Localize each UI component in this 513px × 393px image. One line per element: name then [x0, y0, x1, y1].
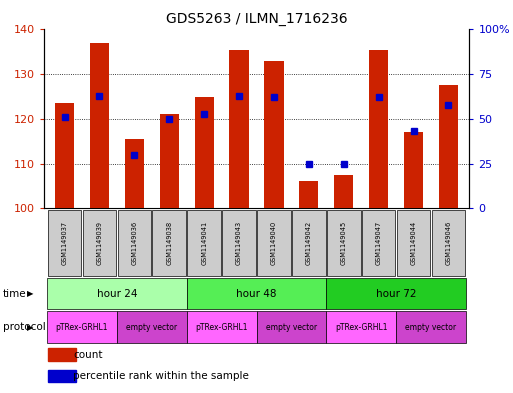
- Bar: [222, 210, 256, 276]
- Text: GSM1149040: GSM1149040: [271, 220, 277, 265]
- Text: protocol: protocol: [3, 322, 45, 332]
- Text: pTRex-GRHL1: pTRex-GRHL1: [56, 323, 108, 332]
- Bar: [48, 370, 76, 382]
- Bar: [47, 312, 117, 343]
- Text: GSM1149039: GSM1149039: [96, 221, 103, 264]
- Text: count: count: [73, 350, 103, 360]
- Bar: [48, 348, 76, 361]
- Text: hour 24: hour 24: [96, 289, 137, 299]
- Text: GSM1149036: GSM1149036: [131, 220, 137, 265]
- Bar: [90, 43, 109, 208]
- Bar: [187, 210, 221, 276]
- Bar: [48, 210, 81, 276]
- Text: GSM1149038: GSM1149038: [166, 220, 172, 265]
- Text: hour 72: hour 72: [376, 289, 417, 299]
- Text: pTRex-GRHL1: pTRex-GRHL1: [335, 323, 387, 332]
- Bar: [160, 114, 179, 208]
- Bar: [439, 85, 458, 208]
- Text: empty vector: empty vector: [405, 323, 457, 332]
- Bar: [326, 312, 396, 343]
- Bar: [299, 182, 319, 208]
- Bar: [256, 312, 326, 343]
- Text: ▶: ▶: [27, 289, 33, 298]
- Text: hour 48: hour 48: [236, 289, 277, 299]
- Bar: [362, 210, 396, 276]
- Bar: [55, 103, 74, 208]
- Text: GDS5263 / ILMN_1716236: GDS5263 / ILMN_1716236: [166, 12, 347, 26]
- Bar: [47, 278, 187, 309]
- Bar: [397, 210, 430, 276]
- Text: time: time: [3, 289, 26, 299]
- Bar: [326, 278, 466, 309]
- Text: ▶: ▶: [27, 323, 33, 332]
- Bar: [396, 312, 466, 343]
- Bar: [369, 50, 388, 208]
- Text: GSM1149045: GSM1149045: [341, 220, 347, 265]
- Text: percentile rank within the sample: percentile rank within the sample: [73, 371, 249, 381]
- Text: GSM1149047: GSM1149047: [376, 220, 382, 265]
- Bar: [187, 278, 326, 309]
- Text: empty vector: empty vector: [126, 323, 177, 332]
- Text: GSM1149046: GSM1149046: [445, 220, 451, 265]
- Text: GSM1149042: GSM1149042: [306, 220, 312, 265]
- Bar: [257, 210, 291, 276]
- Bar: [83, 210, 116, 276]
- Text: GSM1149037: GSM1149037: [62, 220, 68, 265]
- Bar: [152, 210, 186, 276]
- Bar: [117, 210, 151, 276]
- Bar: [404, 132, 423, 208]
- Text: GSM1149041: GSM1149041: [201, 220, 207, 265]
- Bar: [292, 210, 326, 276]
- Bar: [125, 139, 144, 208]
- Bar: [327, 210, 361, 276]
- Bar: [117, 312, 187, 343]
- Bar: [229, 50, 249, 208]
- Text: pTRex-GRHL1: pTRex-GRHL1: [195, 323, 248, 332]
- Text: empty vector: empty vector: [266, 323, 317, 332]
- Bar: [432, 210, 465, 276]
- Bar: [334, 175, 353, 208]
- Text: GSM1149043: GSM1149043: [236, 220, 242, 265]
- Bar: [264, 61, 284, 208]
- Bar: [187, 312, 256, 343]
- Text: GSM1149044: GSM1149044: [410, 220, 417, 265]
- Bar: [194, 97, 214, 208]
